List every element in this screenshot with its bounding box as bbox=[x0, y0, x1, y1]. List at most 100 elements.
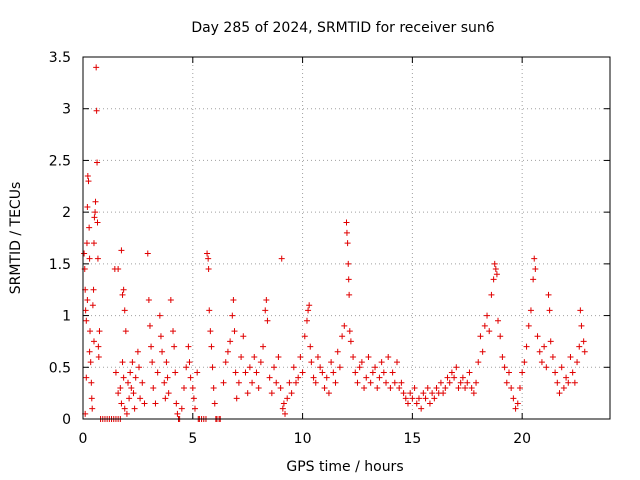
data-point bbox=[277, 384, 284, 391]
data-point bbox=[495, 317, 502, 324]
data-point bbox=[565, 379, 572, 386]
data-point bbox=[546, 307, 553, 314]
data-point bbox=[191, 405, 198, 412]
data-point bbox=[468, 384, 475, 391]
data-point bbox=[257, 359, 264, 366]
data-point bbox=[130, 390, 137, 397]
data-point bbox=[374, 384, 381, 391]
data-point bbox=[125, 379, 132, 386]
data-point bbox=[88, 395, 95, 402]
data-point bbox=[346, 328, 353, 335]
data-point bbox=[345, 276, 352, 283]
chart-title: Day 285 of 2024, SRMTID for receiver sun… bbox=[191, 20, 494, 36]
data-point bbox=[230, 297, 237, 304]
data-point bbox=[137, 395, 144, 402]
data-point bbox=[563, 374, 570, 381]
data-point bbox=[112, 369, 119, 376]
data-point bbox=[418, 405, 425, 412]
data-point bbox=[115, 390, 122, 397]
data-point bbox=[532, 266, 539, 273]
data-point bbox=[249, 379, 256, 386]
data-point bbox=[288, 390, 295, 397]
data-point bbox=[238, 353, 245, 360]
data-point bbox=[91, 214, 98, 221]
data-point bbox=[121, 307, 128, 314]
data-point bbox=[404, 400, 411, 407]
data-point bbox=[486, 328, 493, 335]
data-point bbox=[433, 384, 440, 391]
data-point bbox=[567, 353, 574, 360]
data-point bbox=[350, 353, 357, 360]
data-point bbox=[363, 374, 370, 381]
data-point bbox=[82, 307, 89, 314]
data-point bbox=[120, 374, 127, 381]
data-point bbox=[505, 369, 512, 376]
data-point bbox=[514, 400, 521, 407]
plot-frame bbox=[82, 56, 611, 420]
data-point bbox=[171, 343, 178, 350]
data-point bbox=[154, 369, 161, 376]
data-point bbox=[280, 400, 287, 407]
data-point bbox=[115, 266, 122, 273]
data-point bbox=[367, 379, 374, 386]
data-point bbox=[396, 384, 403, 391]
data-point bbox=[128, 384, 135, 391]
data-point bbox=[129, 359, 136, 366]
data-point bbox=[186, 359, 193, 366]
data-point bbox=[466, 369, 473, 376]
data-point bbox=[323, 374, 330, 381]
data-point bbox=[146, 322, 153, 329]
data-point bbox=[473, 379, 480, 386]
data-point bbox=[135, 364, 142, 371]
data-point bbox=[451, 374, 458, 381]
data-point bbox=[164, 374, 171, 381]
data-point bbox=[440, 390, 447, 397]
data-point bbox=[127, 369, 134, 376]
data-point bbox=[86, 348, 93, 355]
data-point bbox=[255, 384, 262, 391]
data-point bbox=[477, 333, 484, 340]
data-point bbox=[95, 343, 102, 350]
data-point bbox=[266, 374, 273, 381]
y-tick-label: 3 bbox=[62, 102, 71, 118]
data-point bbox=[521, 359, 528, 366]
x-tick-label: 5 bbox=[188, 431, 197, 447]
data-point bbox=[87, 328, 94, 335]
data-point bbox=[86, 255, 93, 262]
data-point bbox=[332, 379, 339, 386]
data-point bbox=[92, 209, 99, 216]
x-tick-label: 15 bbox=[403, 431, 421, 447]
data-point bbox=[178, 405, 185, 412]
data-point bbox=[139, 379, 146, 386]
data-point bbox=[334, 348, 341, 355]
data-point bbox=[162, 395, 169, 402]
data-point bbox=[156, 312, 163, 319]
x-tick-label: 10 bbox=[294, 431, 312, 447]
x-tick-label: 20 bbox=[513, 431, 531, 447]
y-tick-label: 1 bbox=[62, 309, 71, 325]
data-point bbox=[385, 353, 392, 360]
data-point bbox=[347, 338, 354, 345]
data-point bbox=[484, 312, 491, 319]
data-point bbox=[369, 369, 376, 376]
data-point bbox=[94, 219, 101, 226]
data-point bbox=[310, 374, 317, 381]
data-point bbox=[183, 364, 190, 371]
data-point bbox=[235, 379, 242, 386]
data-point bbox=[90, 338, 97, 345]
data-point bbox=[577, 307, 584, 314]
data-point bbox=[95, 353, 102, 360]
data-point bbox=[426, 400, 433, 407]
data-point bbox=[83, 374, 90, 381]
data-point bbox=[354, 379, 361, 386]
data-point bbox=[560, 384, 567, 391]
data-point bbox=[121, 405, 128, 412]
data-point bbox=[343, 219, 350, 226]
data-point bbox=[581, 348, 588, 355]
data-point bbox=[271, 364, 278, 371]
data-point bbox=[492, 266, 499, 273]
data-point bbox=[516, 384, 523, 391]
data-point bbox=[240, 333, 247, 340]
data-point bbox=[519, 369, 526, 376]
data-point bbox=[148, 343, 155, 350]
